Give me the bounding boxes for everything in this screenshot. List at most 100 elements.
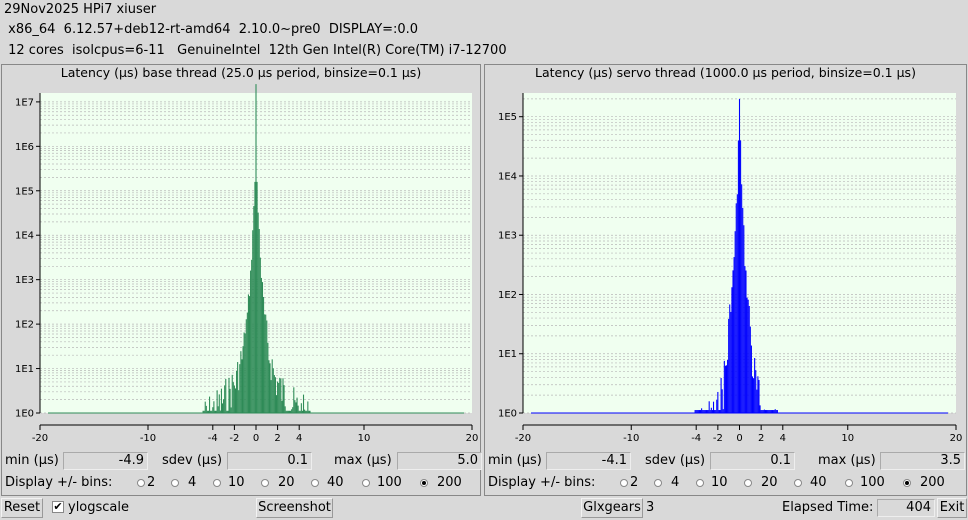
histogram-bar — [202, 410, 204, 413]
bins-radio-4[interactable] — [171, 479, 179, 487]
histogram-bar — [750, 345, 752, 413]
histogram-bar — [308, 410, 310, 413]
x-tick-label: -2 — [229, 433, 239, 444]
glxgears-button[interactable]: Glxgears — [581, 498, 643, 518]
x-tick-label: -20 — [32, 433, 48, 444]
bins-radio-10[interactable] — [213, 479, 221, 487]
histogram-bar — [247, 294, 249, 413]
histogram-bar — [209, 396, 211, 413]
histogram-bar — [203, 410, 205, 413]
histogram-bar — [285, 410, 287, 413]
bins-radio-40[interactable] — [311, 479, 319, 487]
bins-radio-20-label: 20 — [278, 475, 295, 490]
histogram-bar — [215, 410, 217, 413]
histogram-bar — [704, 410, 706, 413]
histogram-bar — [300, 403, 302, 413]
histogram-bar — [257, 212, 259, 413]
bins-radio-2[interactable] — [137, 479, 145, 487]
histogram-bar — [753, 378, 755, 413]
reset-button[interactable]: Reset — [1, 498, 43, 518]
screenshot-button[interactable]: Screenshot — [256, 498, 333, 518]
x-tick-label: 4 — [780, 433, 786, 444]
histogram-bar — [776, 410, 778, 413]
bins-label: Display +/- bins: — [5, 475, 113, 490]
histogram-bar — [229, 388, 231, 413]
histogram-bar — [256, 181, 258, 413]
histogram-bar — [250, 270, 252, 413]
histogram-bar — [702, 410, 704, 413]
histogram-bar — [269, 363, 271, 413]
histogram-bar — [242, 346, 244, 413]
x-tick-label: -2 — [713, 433, 723, 444]
histogram-bar — [244, 333, 246, 413]
histogram-bar — [727, 359, 729, 413]
histogram-bar — [295, 402, 297, 413]
bins-radio-4[interactable] — [654, 479, 662, 487]
histogram-bar — [721, 389, 723, 413]
histogram-bar — [711, 410, 713, 413]
histogram-bar — [243, 332, 245, 413]
bins-radio-100-label: 100 — [377, 475, 402, 490]
max-value: 5.0 — [397, 452, 482, 470]
histogram-bar — [234, 388, 237, 413]
histogram-bar — [258, 229, 260, 413]
bins-radio-40[interactable] — [794, 479, 802, 487]
histogram-bar — [771, 410, 773, 413]
histogram-bar — [264, 314, 266, 413]
histogram-bar — [223, 399, 225, 413]
histogram-bar — [304, 409, 306, 413]
histogram-bar — [770, 410, 772, 413]
histogram-bar — [701, 408, 703, 413]
histogram-bar — [210, 410, 212, 413]
histogram-bar — [273, 375, 275, 413]
bins-radio-20[interactable] — [261, 479, 269, 487]
histogram-bar — [205, 405, 207, 413]
base-thread-panel: Latency (µs) base thread (25.0 µs period… — [1, 64, 482, 496]
histogram-bar — [240, 351, 242, 413]
y-tick-label: 1E3 — [498, 231, 517, 242]
bins-radio-20[interactable] — [744, 479, 752, 487]
histogram-bar — [297, 405, 299, 413]
histogram-bar — [764, 410, 767, 413]
x-tick-label: 10 — [841, 433, 854, 444]
histogram-bar — [742, 207, 744, 413]
histogram-bar — [694, 410, 696, 413]
histogram-bar — [254, 181, 256, 413]
x-tick-label: 10 — [358, 433, 371, 444]
histogram-bar — [245, 319, 247, 413]
histogram-bar — [712, 401, 715, 413]
y-tick-label: 1E4 — [15, 231, 34, 242]
bins-radio-10[interactable] — [696, 479, 704, 487]
histogram-bar — [766, 410, 768, 413]
histogram-bar — [286, 410, 288, 413]
max-value: 3.5 — [880, 452, 965, 470]
histogram-bar — [301, 410, 303, 413]
histogram-bar — [760, 410, 762, 413]
sdev-value: 0.1 — [710, 452, 795, 470]
histogram-bar — [729, 304, 731, 413]
histogram-bar — [211, 410, 213, 413]
servo-thread-title: Latency (µs) servo thread (1000.0 µs per… — [535, 65, 916, 80]
histogram-bar — [246, 312, 248, 413]
bins-radio-2[interactable] — [620, 479, 628, 487]
bins-radio-2-label: 2 — [147, 475, 156, 490]
histogram-bar — [759, 405, 761, 413]
ylogscale-checkbox[interactable]: ✔ — [52, 500, 64, 513]
histogram-bar — [738, 98, 741, 413]
sdev-label: sdev (µs) — [645, 453, 706, 468]
bins-radio-200[interactable] — [420, 479, 428, 487]
histogram-bar — [305, 410, 307, 413]
bins-radio-100[interactable] — [362, 479, 370, 487]
sdev-label: sdev (µs) — [162, 453, 223, 468]
exit-button[interactable]: Exit — [937, 498, 967, 518]
histogram-bar — [237, 362, 239, 413]
histogram-bar — [737, 140, 739, 413]
histogram-bar — [749, 326, 751, 413]
histogram-bar — [717, 391, 719, 413]
bins-radio-100[interactable] — [845, 479, 853, 487]
bins-radio-200[interactable] — [903, 479, 911, 487]
histogram-bar — [740, 140, 742, 413]
servo-stats-row: min (µs) -4.1 sdev (µs) 0.1 max (µs) 3.5 — [485, 451, 966, 471]
bins-radio-10-label: 10 — [228, 475, 245, 490]
